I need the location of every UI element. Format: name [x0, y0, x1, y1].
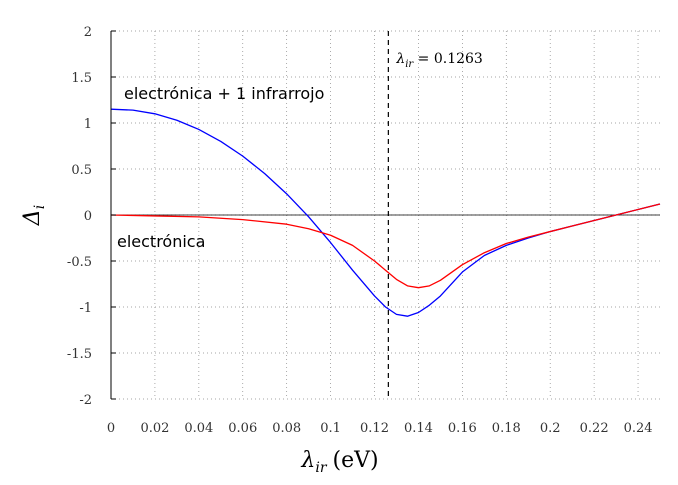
- y-tick-label: 2: [84, 25, 92, 40]
- y-axis-title: Δi: [20, 205, 48, 226]
- x-tick-label: 0.12: [360, 421, 389, 436]
- x-tick-label: 0.02: [140, 421, 169, 436]
- y-tick-label: 1: [84, 117, 92, 132]
- y-tick-label: 0: [84, 209, 92, 224]
- y-tick-label: 1.5: [71, 71, 92, 86]
- x-tick-label: 0.1: [320, 421, 341, 436]
- y-tick-label: -2: [79, 393, 92, 408]
- y-tick-label: 0.5: [71, 163, 92, 178]
- x-tick-label: 0.08: [272, 421, 301, 436]
- x-tick-label: 0.14: [404, 421, 433, 436]
- x-tick-label: 0.22: [580, 421, 609, 436]
- y-tick-label: -1.5: [67, 347, 92, 362]
- x-axis-title: λir (eV): [300, 448, 378, 476]
- x-tick-label: 0.2: [540, 421, 561, 436]
- y-tick-label: -1: [79, 301, 92, 316]
- x-tick-label: 0.18: [492, 421, 521, 436]
- x-tick-label: 0: [107, 421, 115, 436]
- series-line-2: [110, 203, 661, 289]
- annotation-electronic: electrónica: [117, 232, 205, 251]
- x-tick-label: 0.06: [228, 421, 257, 436]
- reference-line-label: λir = 0.1263: [395, 51, 482, 70]
- x-tick-label: 0.16: [448, 421, 477, 436]
- y-axis-ticks: -2 -1.5 -1 -0.5 0 0.5 1 1.5 2: [67, 25, 116, 408]
- x-tick-label: 0.24: [624, 421, 653, 436]
- x-tick-label: 0.04: [184, 421, 213, 436]
- y-tick-label: -0.5: [67, 255, 92, 270]
- series-group: [110, 108, 661, 317]
- annotation-electronic-infrared: electrónica + 1 infrarrojo: [124, 84, 324, 103]
- x-axis-ticks: 0 0.02 0.04 0.06 0.08 0.1 0.12 0.14 0.16 0.18 0.2 0…: [107, 421, 653, 436]
